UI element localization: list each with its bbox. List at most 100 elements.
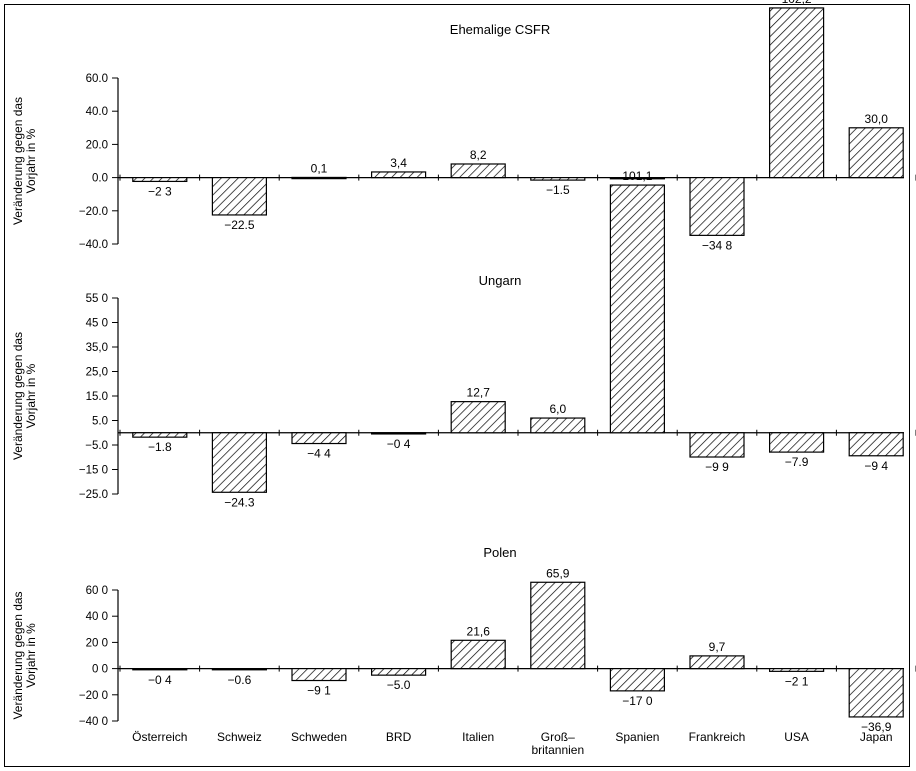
bar (371, 171, 427, 179)
data-label: −34 8 (702, 238, 733, 252)
x-tick-label: BRD (386, 730, 412, 744)
y-tick-label: −15 0 (79, 465, 108, 477)
data-label: 65,9 (546, 566, 570, 580)
data-label: −7.9 (785, 455, 809, 469)
bar (768, 667, 825, 672)
bar (530, 177, 586, 181)
bar (291, 432, 347, 445)
bar (211, 667, 267, 671)
x-tick-label: Frankreich (689, 730, 746, 744)
bar (848, 432, 904, 457)
y-tick-label: −40 0 (79, 716, 108, 728)
panel-title: Ungarn (479, 273, 522, 288)
y-axis-label: Vorjahr in % (24, 363, 38, 428)
data-label: −17 0 (622, 694, 653, 708)
bar (609, 177, 666, 180)
data-label: 0,1 (311, 161, 328, 175)
data-label: −1.5 (546, 183, 570, 197)
data-label: −22.5 (224, 218, 255, 232)
data-label: −0 4 (387, 437, 411, 451)
data-label: 3,4 (390, 156, 407, 170)
y-tick-label: 60.0 (86, 73, 108, 85)
bar (291, 667, 347, 682)
x-tick-label: britannien (531, 743, 584, 757)
data-label: −2 3 (148, 184, 172, 198)
y-tick-label: 45 0 (86, 318, 108, 330)
bar (371, 667, 427, 676)
y-axis-label: Vorjahr in % (24, 128, 38, 193)
bar (768, 432, 825, 453)
panel-title: Ehemalige CSFR (450, 22, 550, 37)
bar (530, 417, 586, 434)
x-tick-label: Schweden (291, 730, 347, 744)
y-tick-label: −20 0 (79, 690, 108, 702)
bar (450, 163, 506, 179)
y-axis-label: Veränderung gegen das (11, 97, 25, 225)
data-label: −5.0 (387, 678, 411, 692)
y-tick-label: 55 0 (86, 293, 108, 305)
bar (132, 432, 188, 438)
x-tick-label: USA (784, 730, 809, 744)
data-label: −4 4 (307, 447, 331, 461)
y-tick-label: 20 0 (86, 637, 108, 649)
bar (211, 432, 267, 493)
y-tick-label: 60 0 (86, 585, 108, 597)
bar (530, 581, 586, 670)
y-tick-label: 40.0 (86, 106, 108, 118)
bar (848, 127, 904, 179)
x-tick-label: Groß– (541, 730, 575, 744)
data-label: 12,7 (467, 386, 491, 400)
y-axis-label: Veränderung gegen das (11, 591, 25, 719)
data-label: −9 1 (307, 684, 331, 698)
y-tick-label: −20.0 (79, 206, 108, 218)
data-label: 6,0 (549, 402, 566, 416)
bar (132, 177, 188, 183)
data-label: 30,0 (865, 112, 889, 126)
y-tick-label: −25.0 (79, 489, 108, 501)
data-label: −24.3 (224, 495, 255, 509)
y-tick-label: 20.0 (86, 139, 108, 151)
data-label: −9 9 (705, 460, 729, 474)
bar (291, 176, 347, 180)
x-tick-label: Japan (860, 730, 893, 744)
y-axis-label: Veränderung gegen das (11, 332, 25, 460)
data-label: 102,2 (782, 0, 812, 6)
bar (450, 401, 506, 434)
x-tick-label: Italien (462, 730, 494, 744)
bar (450, 639, 506, 670)
y-tick-label: −40.0 (79, 239, 108, 251)
bar (689, 655, 745, 670)
panel-title: Polen (483, 545, 516, 560)
bar (211, 177, 267, 216)
data-label: 101,1 (622, 169, 652, 183)
bar (609, 184, 666, 434)
data-label: −1.8 (148, 440, 172, 454)
bar (371, 432, 427, 435)
y-tick-label: 40 0 (86, 611, 108, 623)
x-tick-label: Schweiz (217, 730, 262, 744)
y-tick-label: 5.0 (92, 416, 108, 428)
data-label: 21,6 (467, 624, 491, 638)
chart-frame (4, 4, 910, 767)
data-label: 8,2 (470, 148, 487, 162)
y-tick-label: −5.0 (85, 440, 108, 452)
data-label: 9,7 (709, 640, 726, 654)
data-label: −0.6 (228, 673, 252, 687)
y-axis-label: Vorjahr in % (24, 623, 38, 688)
y-tick-label: 0 0 (92, 664, 108, 676)
x-tick-label: Spanien (615, 730, 659, 744)
x-tick-label: Österreich (132, 730, 187, 744)
bar (689, 432, 745, 458)
bar (689, 177, 745, 236)
data-label: −0 4 (148, 673, 172, 687)
data-label: −2 1 (785, 674, 809, 688)
bar (132, 667, 188, 671)
bar (848, 667, 904, 718)
bar (609, 667, 666, 692)
y-tick-label: 25,0 (86, 367, 108, 379)
data-label: −9 4 (864, 459, 888, 473)
data-label: −36,9 (861, 720, 892, 734)
bar (768, 7, 825, 179)
y-tick-label: 35,0 (86, 342, 108, 354)
